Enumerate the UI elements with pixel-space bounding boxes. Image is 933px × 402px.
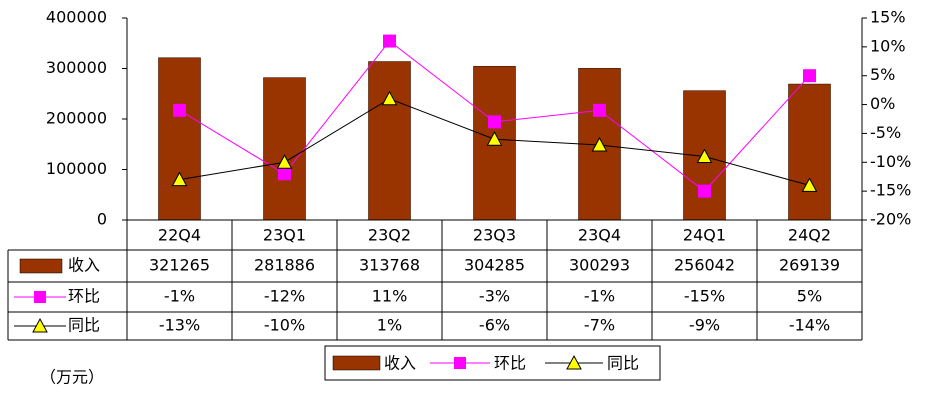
line-marker [173, 103, 186, 117]
line-marker [383, 34, 396, 48]
y2-tick-label: 10% [870, 36, 906, 55]
x-tick-label: 22Q4 [158, 226, 201, 245]
line-marker [593, 103, 606, 117]
legend-key [332, 355, 381, 371]
unit-label: （万元） [40, 368, 104, 387]
y2-tick-label: 0% [870, 94, 895, 113]
line-marker [278, 167, 291, 181]
y-tick-label: 200000 [46, 109, 107, 128]
x-tick-label: 23Q1 [263, 226, 306, 245]
table-cell: -12% [264, 287, 305, 306]
table-cell: -6% [479, 316, 510, 335]
y2-tick-label: -15% [870, 181, 911, 200]
line-marker [381, 90, 398, 106]
line-marker [698, 184, 711, 198]
y-tick-label: 0 [97, 210, 107, 229]
line-marker [276, 154, 293, 169]
row-label: 同比 [68, 316, 100, 335]
legend-label: 收入 [384, 354, 416, 373]
table-cell: 256042 [674, 256, 735, 275]
legend-key [19, 258, 63, 274]
table-cell: 281886 [254, 256, 315, 275]
line-marker [696, 148, 713, 164]
bar [263, 77, 306, 221]
table-cell: -10% [264, 316, 305, 335]
table-cell: 304285 [464, 256, 525, 275]
y-tick-label: 400000 [46, 8, 107, 27]
line-marker [801, 177, 818, 192]
table-cell: 269139 [779, 256, 840, 275]
y2-tick-label: -10% [870, 152, 911, 171]
y-tick-label: 300000 [46, 58, 107, 77]
row-label: 环比 [68, 287, 100, 306]
table-cell: -15% [684, 287, 725, 306]
x-tick-label: 23Q2 [368, 226, 411, 245]
y2-tick-label: -5% [870, 123, 901, 142]
line-marker [486, 131, 503, 146]
bar [788, 83, 831, 221]
y2-tick-label: 5% [870, 65, 895, 84]
line-marker [488, 115, 501, 129]
x-tick-label: 23Q4 [578, 226, 621, 245]
table-cell: 313768 [359, 256, 420, 275]
table-cell: -9% [689, 316, 720, 335]
table-cell: -13% [159, 316, 200, 335]
line-marker [591, 136, 608, 152]
bar [368, 61, 411, 221]
y2-tick-label: 15% [870, 8, 906, 27]
x-tick-label: 24Q2 [788, 226, 831, 245]
table-cell: 321265 [149, 256, 210, 275]
table-cell: -7% [584, 316, 615, 335]
line-marker [171, 171, 188, 187]
table-cell: 5% [797, 287, 822, 306]
legend-label: 环比 [494, 354, 526, 373]
legend-key [32, 317, 48, 333]
table-cell: -3% [479, 287, 510, 306]
table-cell: -1% [164, 287, 195, 306]
legend-key [34, 291, 46, 303]
legend-key [454, 357, 466, 369]
legend-key [566, 354, 582, 370]
x-tick-label: 24Q1 [683, 226, 726, 245]
legend-label: 同比 [607, 354, 639, 373]
bar [158, 57, 201, 221]
row-label: 收入 [68, 256, 100, 275]
table-cell: -14% [789, 316, 830, 335]
x-tick-label: 23Q3 [473, 226, 516, 245]
table-cell: 11% [372, 287, 408, 306]
table-cell: 300293 [569, 256, 630, 275]
table-cell: 1% [377, 316, 402, 335]
line-marker [803, 69, 816, 83]
y2-tick-label: -20% [870, 210, 911, 229]
table-cell: -1% [584, 287, 615, 306]
legend-box [324, 345, 661, 381]
y-tick-label: 100000 [46, 159, 107, 178]
